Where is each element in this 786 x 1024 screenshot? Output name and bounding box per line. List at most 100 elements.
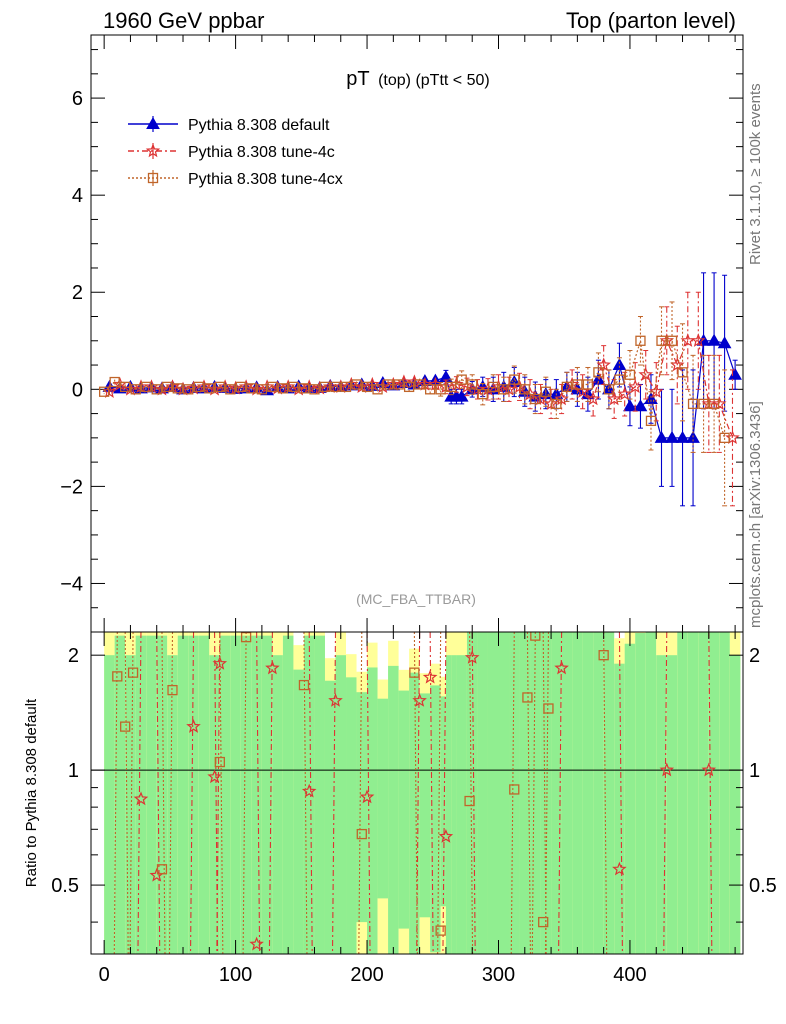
- data-point: [540, 386, 551, 397]
- ratio-band-inner: [146, 635, 157, 954]
- data-point: [109, 376, 120, 388]
- ratio-error-line: [603, 632, 608, 954]
- ratio-band-inner: [409, 672, 420, 954]
- ratio-error-line: [708, 632, 713, 954]
- ratio-band-inner: [198, 635, 210, 954]
- data-point: [312, 380, 327, 395]
- ratio-band-inner: [324, 680, 336, 954]
- ratio-bands: [91, 632, 743, 954]
- ratio-band-inner: [656, 655, 667, 954]
- ratio-band-inner: [708, 632, 720, 954]
- ratio-band-inner: [561, 632, 573, 954]
- ratio-band-inner: [635, 633, 646, 954]
- ratio-band-inner: [509, 632, 520, 954]
- ratio-ticks: 0.5 0.5 1 1 2 2 0 100 200 300 400: [51, 632, 777, 986]
- data-point: [677, 367, 688, 378]
- header-left: 1960 GeV ppbar: [103, 8, 264, 33]
- data-point: [623, 399, 637, 412]
- ratio-band-inner: [293, 669, 304, 954]
- ratio-band-inner: [188, 635, 199, 954]
- data-point: [648, 384, 664, 398]
- ratio-band-inner: [645, 632, 657, 954]
- data-point: [123, 381, 138, 396]
- legend-label: Pythia 8.308 tune-4cx: [188, 171, 343, 188]
- data-point: [554, 391, 569, 406]
- data-point: [424, 384, 436, 395]
- series-3: [98, 301, 730, 507]
- data-point: [627, 379, 643, 394]
- legend-item: Pythia 8.308 default: [128, 116, 330, 134]
- ratio-error-line: [366, 632, 371, 954]
- ratio-band-inner: [498, 632, 510, 954]
- data-point: [162, 381, 173, 393]
- ratio-band-inner: [356, 692, 368, 923]
- data-point: [330, 381, 341, 393]
- data-point: [196, 379, 212, 394]
- data-point: [288, 381, 299, 393]
- y-tick-label: 0: [72, 379, 83, 401]
- data-point: [351, 379, 362, 390]
- ratio-band-inner: [530, 632, 541, 954]
- data-point: [435, 925, 446, 936]
- legend-label: Pythia 8.308 tune-4c: [188, 144, 335, 161]
- ratio-band-inner: [677, 632, 688, 954]
- ratio-series-2: [112, 632, 609, 954]
- data-point: [98, 386, 110, 397]
- ratio-band-inner: [603, 632, 615, 954]
- data-point: [467, 379, 478, 390]
- data-point: [624, 369, 636, 380]
- data-point: [270, 380, 285, 395]
- data-point: [459, 379, 475, 394]
- data-point: [356, 828, 367, 840]
- data-point: [361, 381, 373, 393]
- ratio-band-inner: [398, 690, 410, 929]
- ratio-band-inner: [346, 677, 357, 954]
- y-tick-label: 2: [72, 282, 83, 304]
- ratio-error-line: [544, 632, 550, 954]
- ratio-error-line: [156, 632, 161, 954]
- ratio-error-line: [471, 632, 476, 954]
- ratio-error-line: [331, 632, 337, 954]
- data-point: [543, 703, 554, 714]
- data-point: [612, 861, 627, 876]
- ratio-error-line: [429, 632, 434, 954]
- data-point: [725, 430, 740, 445]
- ratio-error-line: [531, 632, 536, 954]
- ratio-error-line: [216, 632, 221, 954]
- ratio-band-inner: [729, 655, 741, 954]
- data-point: [319, 381, 331, 393]
- ratio-error-line: [268, 632, 273, 954]
- data-point: [612, 358, 627, 371]
- ratio-error-line: [437, 632, 442, 954]
- data-point: [509, 784, 520, 795]
- data-point: [446, 381, 457, 393]
- x-tick-label: 100: [219, 964, 252, 986]
- ratio-band-inner: [456, 655, 467, 954]
- data-point: [120, 721, 131, 732]
- ratio-band-inner: [388, 665, 399, 954]
- data-point: [519, 384, 530, 395]
- ratio-band-inner: [219, 635, 231, 954]
- ratio-band-inner: [477, 632, 488, 954]
- data-point: [359, 789, 375, 804]
- data-point: [498, 384, 509, 395]
- ratio-band-inner: [177, 635, 189, 954]
- data-point: [633, 399, 648, 412]
- data-point: [409, 667, 420, 678]
- series-2: [102, 291, 740, 507]
- data-point: [147, 172, 159, 184]
- ratio-band-inner: [698, 632, 709, 954]
- ratio-band-inner: [303, 635, 315, 954]
- data-point: [530, 393, 541, 405]
- data-point: [340, 381, 352, 393]
- data-point: [183, 384, 194, 395]
- y-tick-label: 6: [72, 88, 83, 110]
- data-point: [659, 762, 675, 777]
- ratio-band-inner: [114, 635, 126, 954]
- data-point: [551, 398, 562, 410]
- ratio-band-inner: [282, 635, 294, 954]
- ratio-series: [112, 632, 717, 954]
- ratio-band-inner: [314, 635, 325, 954]
- data-point: [412, 693, 427, 707]
- ratio-ylabel: Ratio to Pythia 8.308 default: [23, 698, 40, 887]
